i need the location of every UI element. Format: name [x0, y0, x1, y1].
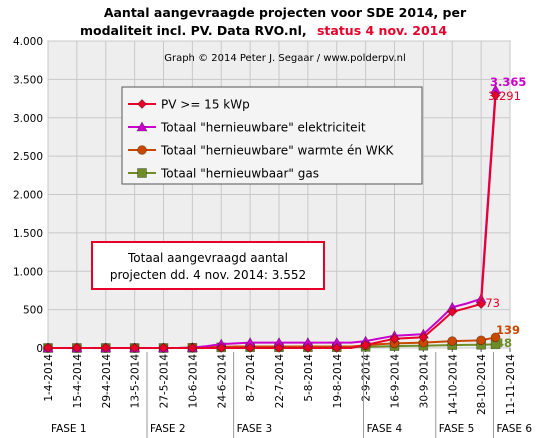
x-tick-label: 8-7-2014 [245, 354, 257, 402]
series-pv [43, 90, 501, 353]
data-point [158, 343, 169, 353]
phase-label: FASE 4 [367, 423, 403, 435]
data-point [389, 333, 400, 344]
legend-swatch-marker [137, 168, 147, 178]
legend-label: Totaal "hernieuwbaar" gas [160, 167, 319, 181]
y-tick-label: 1.000 [13, 266, 43, 278]
x-tick-label: 24-6-2014 [216, 354, 228, 409]
data-point [187, 343, 198, 353]
legend-item: Totaal "hernieuwbaar" gas [128, 167, 319, 181]
data-point [43, 343, 53, 353]
x-tick-label: 10-6-2014 [187, 354, 199, 409]
legend-swatch-marker [137, 145, 147, 155]
x-tick-label: 2-9-2014 [361, 354, 373, 402]
summary-box: Totaal aangevraagd aantal projecten dd. … [91, 241, 325, 290]
legend-swatch-marker [137, 99, 147, 109]
x-axis-ticks: 1-4-2014 15-4-2014 29-4-2014 13-5-2014 27-5-… [43, 348, 517, 415]
x-tick-label: 15-4-2014 [72, 354, 84, 409]
legend-label: Totaal "hernieuwbare" elektriciteit [160, 121, 366, 135]
y-tick-label: 0 [36, 343, 43, 355]
x-tick-label: 16-9-2014 [390, 354, 402, 409]
chart-title-line1: Aantal aangevraagde projecten voor SDE 2… [104, 5, 467, 20]
phase-label: FASE 6 [497, 423, 533, 435]
end-value-label: 3.365 [490, 75, 526, 89]
data-point [360, 340, 371, 350]
data-point [490, 90, 501, 101]
phase-label: FASE 3 [237, 423, 273, 435]
x-tick-label: 29-4-2014 [101, 354, 113, 409]
data-point [490, 332, 501, 343]
x-tick-label: 14-10-2014 [447, 354, 459, 415]
x-tick-label: 5-8-2014 [303, 354, 315, 402]
y-axis-ticks: 0 500 1.000 1.500 2.000 2.500 3.000 3.500 4.000 [13, 36, 43, 355]
end-value-label: 3.291 [488, 89, 521, 103]
data-point [476, 299, 487, 309]
legend-swatch-marker [136, 121, 148, 132]
data-point [447, 307, 458, 317]
y-tick-label: 1.500 [13, 228, 43, 240]
x-tick-label: 22-7-2014 [274, 354, 286, 409]
data-point [331, 343, 342, 353]
data-point [302, 343, 313, 353]
phase-label: FASE 5 [439, 423, 475, 435]
data-point [71, 343, 82, 353]
x-tick-label: 11-11-2014 [505, 354, 517, 415]
phase-labels: FASE 1 FASE 2 FASE 3 FASE 4 FASE 5 FASE 6 [51, 352, 532, 438]
summary-line2: projecten dd. 4 nov. 2014: 3.552 [110, 268, 306, 282]
summary-border [91, 241, 325, 290]
data-point [418, 332, 429, 343]
end-value-label: 573 [478, 296, 500, 310]
data-point [245, 343, 256, 353]
y-tick-label: 3.500 [13, 74, 43, 86]
y-tick-label: 4.000 [13, 36, 43, 48]
x-tick-label: 27-5-2014 [159, 354, 171, 409]
y-tick-label: 3.000 [13, 113, 43, 125]
data-point [216, 343, 227, 353]
y-tick-label: 500 [23, 305, 43, 317]
x-tick-label: 28-10-2014 [476, 354, 488, 415]
data-point [100, 343, 111, 353]
legend-label: Totaal "hernieuwbare" warmte én WKK [160, 144, 395, 158]
y-tick-label: 2.000 [13, 190, 43, 202]
chart-title-main: modaliteit incl. PV. Data RVO.nl, [80, 23, 307, 38]
credit-text: Graph © 2014 Peter J. Segaar / www.polde… [164, 53, 406, 64]
end-value-label: 139 [496, 323, 520, 337]
data-point [447, 336, 458, 346]
summary-line1: Totaal aangevraagd aantal [127, 251, 288, 265]
x-tick-label: 1-4-2014 [43, 354, 55, 402]
x-tick-label: 30-9-2014 [418, 354, 430, 409]
data-point [274, 343, 284, 353]
end-value-label: 48 [496, 336, 512, 350]
legend: PV >= 15 kWp Totaal "hernieuwbare" elektr… [121, 86, 423, 185]
phase-label: FASE 1 [51, 423, 87, 435]
chart-title-line2: modaliteit incl. PV. Data RVO.nl, status… [80, 23, 447, 38]
series-group [42, 84, 502, 353]
legend-item: Totaal "hernieuwbare" warmte én WKK [128, 144, 395, 158]
data-point [476, 335, 486, 346]
legend-box [121, 86, 423, 185]
legend-label: PV >= 15 kWp [161, 98, 250, 112]
phase-label: FASE 2 [150, 423, 186, 435]
data-point [129, 343, 140, 353]
legend-item: Totaal "hernieuwbare" elektriciteit [128, 121, 366, 135]
legend-item: PV >= 15 kWp [128, 98, 250, 112]
chart-title-status: status 4 nov. 2014 [317, 23, 447, 38]
y-tick-label: 2.500 [13, 151, 43, 163]
x-tick-label: 19-8-2014 [332, 354, 344, 409]
x-tick-label: 13-5-2014 [130, 354, 142, 409]
